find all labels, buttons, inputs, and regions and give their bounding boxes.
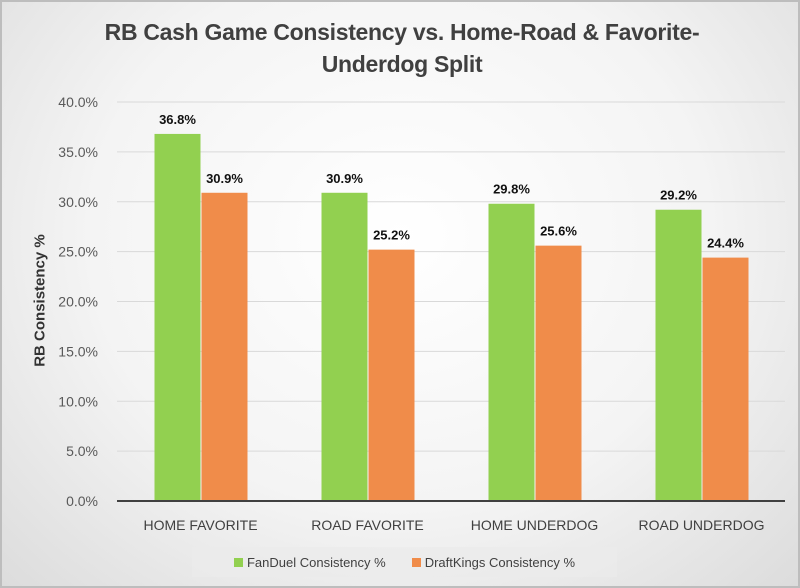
- legend-swatch-fanduel: [233, 557, 243, 567]
- legend-item-fanduel: FanDuel Consistency %: [233, 554, 386, 570]
- y-tick-label: 10.0%: [58, 393, 98, 409]
- legend-label-draftkings: DraftKings Consistency %: [424, 554, 575, 570]
- chart-title: RB Cash Game Consistency vs. Home-Road &…: [104, 19, 700, 77]
- y-tick-label: 30.0%: [58, 194, 98, 210]
- bar-draftkings: [702, 257, 749, 501]
- data-label: 29.2%: [660, 188, 697, 203]
- data-label: 36.8%: [159, 112, 196, 127]
- data-label: 25.2%: [373, 228, 410, 243]
- x-tick-label: HOME UNDERDOG: [471, 517, 599, 533]
- bar-draftkings: [535, 245, 582, 501]
- bar-fanduel: [488, 203, 535, 501]
- legend-item-draftkings: DraftKings Consistency %: [411, 554, 575, 570]
- data-label: 24.4%: [707, 236, 744, 251]
- y-tick-label: 25.0%: [58, 244, 98, 260]
- data-label: 30.9%: [206, 171, 243, 186]
- bar-draftkings: [368, 249, 415, 501]
- data-label: 29.8%: [493, 182, 530, 197]
- bar-fanduel: [655, 209, 702, 502]
- legend-label-fanduel: FanDuel Consistency %: [246, 554, 386, 570]
- data-label: 25.6%: [540, 224, 577, 239]
- data-label: 30.9%: [326, 171, 363, 186]
- y-tick-label: 40.0%: [58, 94, 98, 110]
- y-tick-label: 5.0%: [66, 443, 98, 459]
- x-tick-label: ROAD UNDERDOG: [638, 517, 764, 533]
- bar-fanduel: [321, 192, 368, 501]
- bar-draftkings: [201, 192, 248, 501]
- legend: FanDuel Consistency % DraftKings Consist…: [192, 547, 617, 577]
- x-tick-label: HOME FAVORITE: [143, 517, 257, 533]
- y-tick-label: 0.0%: [66, 493, 98, 509]
- y-tick-label: 15.0%: [58, 343, 98, 359]
- x-tick-label: ROAD FAVORITE: [311, 517, 424, 533]
- y-tick-label: 35.0%: [58, 144, 98, 160]
- bar-fanduel: [154, 133, 201, 502]
- y-tick-label: 20.0%: [58, 294, 98, 310]
- legend-swatch-draftkings: [411, 557, 421, 567]
